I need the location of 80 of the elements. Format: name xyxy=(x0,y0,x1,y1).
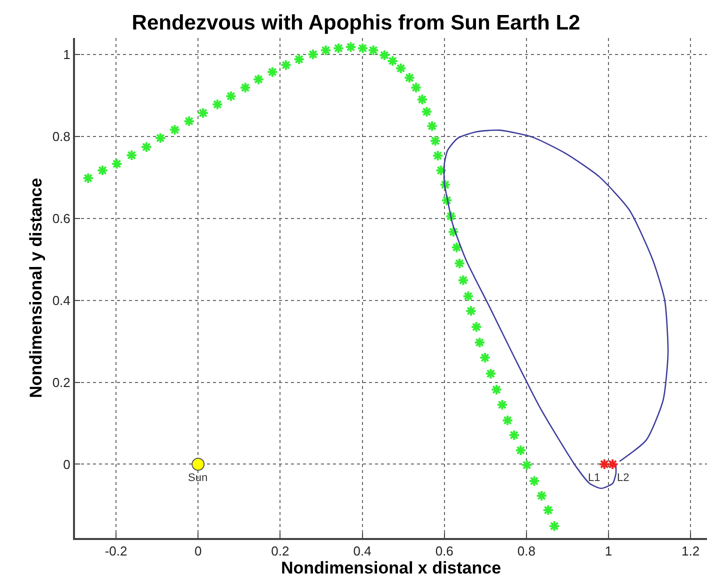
point xyxy=(197,107,209,119)
point xyxy=(96,164,108,176)
point xyxy=(536,490,548,502)
chart-title: Rendezvous with Apophis from Sun Earth L2 xyxy=(132,11,580,34)
point xyxy=(356,42,368,54)
point xyxy=(474,336,486,348)
y-tick-label: 1 xyxy=(63,46,70,62)
point xyxy=(404,72,416,84)
point xyxy=(606,458,618,470)
annotation: Sun xyxy=(188,472,208,484)
point xyxy=(332,42,344,54)
y-tick-label: 0.2 xyxy=(52,374,70,390)
x-axis-title: Nondimensional x distance xyxy=(280,558,502,578)
point xyxy=(490,384,502,396)
point xyxy=(457,274,470,286)
point xyxy=(266,66,278,78)
x-tick-label: -0.2 xyxy=(104,544,128,559)
x-tick-label: 0.8 xyxy=(517,544,536,559)
point xyxy=(140,141,152,153)
point xyxy=(432,150,444,162)
y-tick-label: 0.8 xyxy=(52,128,70,144)
point xyxy=(183,115,195,127)
point xyxy=(470,321,482,333)
point xyxy=(225,90,237,102)
point xyxy=(430,135,442,147)
point xyxy=(426,120,438,132)
point xyxy=(454,258,466,270)
point xyxy=(252,74,264,86)
point xyxy=(448,226,460,238)
x-tick-label: 0.4 xyxy=(353,544,372,559)
point xyxy=(445,210,457,222)
point xyxy=(496,399,508,411)
point xyxy=(484,368,497,380)
y-tick-label: 0.6 xyxy=(52,210,70,226)
point xyxy=(542,504,554,516)
point xyxy=(441,194,453,206)
point xyxy=(192,458,205,471)
point xyxy=(439,178,451,191)
x-tick-label: 1.2 xyxy=(682,544,700,559)
point xyxy=(435,164,447,176)
point xyxy=(378,49,390,62)
point xyxy=(154,132,166,144)
point xyxy=(462,290,474,302)
point xyxy=(514,444,526,456)
point xyxy=(420,106,432,118)
point xyxy=(240,82,252,94)
annotation: L2 xyxy=(617,472,630,484)
point xyxy=(508,429,520,441)
point xyxy=(320,44,332,56)
y-axis-title: Nondimensional y distance xyxy=(26,178,46,398)
point xyxy=(502,414,514,426)
point xyxy=(450,242,462,254)
point xyxy=(212,98,224,110)
point xyxy=(465,305,477,317)
point xyxy=(368,44,380,56)
point xyxy=(521,459,533,471)
point xyxy=(598,458,610,470)
point xyxy=(344,41,357,53)
point xyxy=(395,62,407,74)
point xyxy=(386,55,398,67)
point xyxy=(410,82,422,94)
point xyxy=(126,149,138,162)
x-tick-label: 0 xyxy=(194,544,202,559)
y-tick-label: 0 xyxy=(63,456,70,472)
x-tick-label: 0.2 xyxy=(271,544,290,559)
point xyxy=(168,124,181,136)
point xyxy=(111,158,123,170)
point xyxy=(528,475,540,487)
point xyxy=(416,94,428,106)
y-tick-label: 0.4 xyxy=(52,292,70,308)
line-series xyxy=(443,130,669,490)
annotation: L1 xyxy=(588,472,600,484)
x-tick-label: 0.6 xyxy=(435,544,454,559)
point xyxy=(479,352,491,364)
point xyxy=(280,59,292,71)
point xyxy=(548,520,560,532)
point xyxy=(293,54,305,66)
point xyxy=(307,48,319,60)
x-tick-label: 1 xyxy=(604,544,612,559)
point xyxy=(82,172,94,184)
